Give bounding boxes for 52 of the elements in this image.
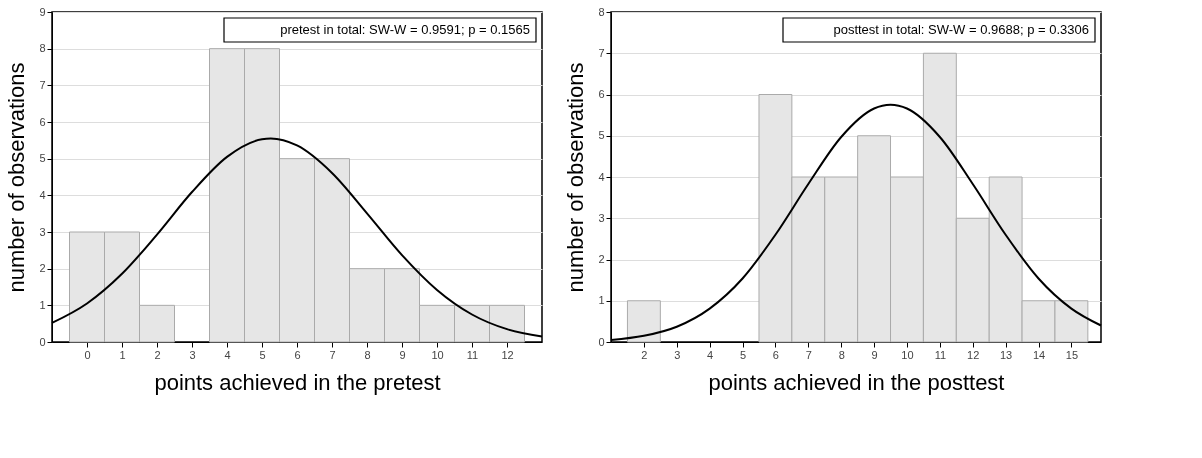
y-tick-label: 1 xyxy=(39,298,46,311)
x-tick-label: 3 xyxy=(189,348,196,361)
y-tick-label: 4 xyxy=(39,188,46,201)
y-tick-label: 4 xyxy=(598,170,605,183)
y-tick-label: 8 xyxy=(39,42,46,55)
y-tick-label: 1 xyxy=(598,294,605,307)
x-tick-label: 9 xyxy=(399,348,406,361)
y-tick-label: 6 xyxy=(598,88,605,100)
y-axis-title: number of observations xyxy=(4,62,30,293)
y-tick-label: 7 xyxy=(598,46,605,59)
y-tick-label: 8 xyxy=(598,5,605,18)
x-tick-label: 10 xyxy=(901,348,914,361)
y-tick-label: 6 xyxy=(39,115,46,128)
y-tick-label: 7 xyxy=(39,78,46,91)
x-tick-label: 4 xyxy=(707,348,714,361)
y-tick-label: 2 xyxy=(39,262,46,275)
x-tick-label: 2 xyxy=(154,348,161,361)
x-axis-title: points achieved in the pretest xyxy=(154,369,441,395)
x-tick-label: 3 xyxy=(674,348,681,361)
x-tick-label: 1 xyxy=(119,348,126,361)
y-axis-title: number of observations xyxy=(563,62,589,293)
y-tick-label: 5 xyxy=(39,152,46,165)
y-tick-label: 9 xyxy=(39,5,46,18)
x-tick-label: 14 xyxy=(1032,348,1046,361)
x-tick-label: 15 xyxy=(1065,348,1079,361)
x-tick-label: 6 xyxy=(772,348,779,361)
y-tick-label: 2 xyxy=(598,253,605,265)
y-tick-label: 3 xyxy=(39,225,46,238)
x-axis-title: points achieved in the posttest xyxy=(708,369,1005,395)
x-tick-label: 13 xyxy=(1000,348,1013,361)
x-tick-label: 5 xyxy=(739,348,747,361)
x-tick-label: 6 xyxy=(294,348,301,361)
x-tick-label: 0 xyxy=(84,348,91,361)
x-tick-label: 9 xyxy=(871,348,878,361)
x-tick-label: 8 xyxy=(838,348,845,361)
annotation: posttest in total: SW-W = 0.9688; p = 0.3306 xyxy=(833,22,1089,37)
x-tick-label: 5 xyxy=(259,348,266,361)
x-tick-label: 8 xyxy=(364,348,371,361)
y-tick-label: 0 xyxy=(598,335,605,348)
x-tick-label: 2 xyxy=(641,348,648,361)
y-tick-label: 5 xyxy=(598,129,605,142)
x-tick-label: 10 xyxy=(431,348,444,361)
x-tick-label: 11 xyxy=(466,348,479,361)
y-tick-label: 3 xyxy=(598,211,605,224)
x-tick-label: 11 xyxy=(934,348,947,361)
x-tick-label: 12 xyxy=(501,348,514,361)
y-tick-label: 0 xyxy=(39,335,46,348)
x-tick-label: 7 xyxy=(805,348,812,361)
x-tick-label: 7 xyxy=(329,348,336,361)
x-tick-label: 12 xyxy=(967,348,980,361)
annotation: pretest in total: SW-W = 0.9591; p = 0.1565 xyxy=(280,22,530,37)
x-tick-label: 4 xyxy=(224,348,231,361)
